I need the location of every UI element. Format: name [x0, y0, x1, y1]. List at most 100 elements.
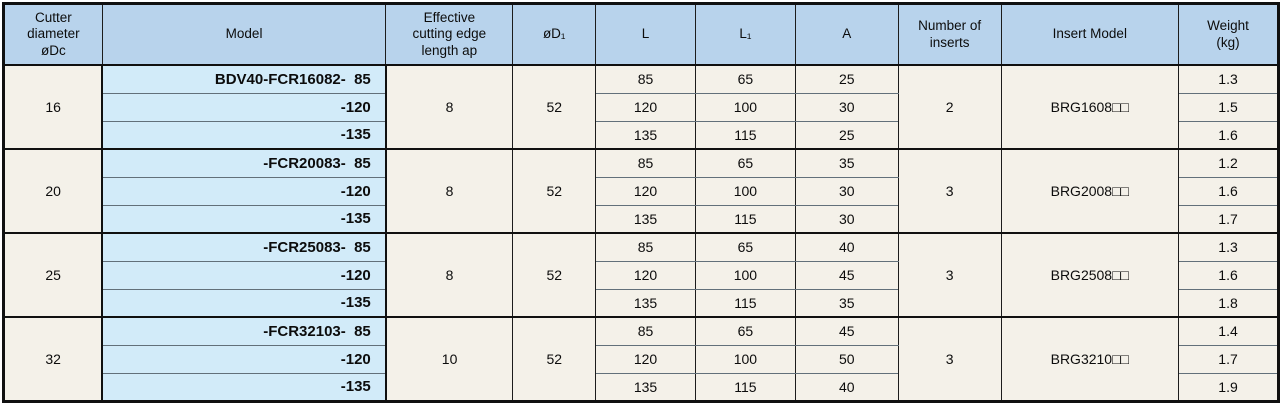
- col-header-cutter-diameter-label: Cutter diameter øDc: [27, 9, 80, 58]
- a-cell: 25: [794, 64, 899, 94]
- d1-cell: 52: [512, 232, 597, 318]
- table-row: 16 BDV40-FCR16082- 85 8 52 85 65 25 2 BR…: [3, 64, 1279, 150]
- col-header-a: A: [794, 3, 899, 66]
- l1-cell: 100: [694, 176, 796, 206]
- l-cell: 120: [595, 176, 696, 206]
- dc-cell: 25: [3, 232, 103, 318]
- model-cell: -135: [101, 372, 387, 402]
- weight-cell: 1.6: [1178, 120, 1279, 150]
- col-header-effective-cutting-edge: Effective cutting edge length ap: [385, 3, 514, 66]
- ap-cell: 8: [385, 148, 514, 234]
- col-header-l: L: [595, 3, 696, 66]
- a-cell: 35: [794, 288, 899, 318]
- a-cell: 25: [794, 120, 899, 150]
- model-cell: BDV40-FCR16082- 85: [101, 64, 387, 94]
- l-cell: 85: [595, 316, 696, 346]
- col-header-weight-label: Weight (kg): [1207, 18, 1249, 50]
- col-header-cutter-diameter: Cutter diameter øDc: [3, 3, 103, 66]
- a-cell: 30: [794, 176, 899, 206]
- insert-model-cell: BRG2008□□: [1000, 148, 1180, 234]
- ap-cell: 8: [385, 64, 514, 150]
- d1-cell: 52: [512, 316, 597, 402]
- l1-cell: 65: [694, 232, 796, 262]
- l-cell: 135: [595, 120, 696, 150]
- col-header-effective-cutting-edge-label: Effective cutting edge length ap: [412, 9, 487, 58]
- l1-cell: 65: [694, 64, 796, 94]
- weight-cell: 1.3: [1178, 64, 1279, 94]
- inserts-cell: 3: [897, 316, 1002, 402]
- a-cell: 35: [794, 148, 899, 178]
- table-row: 20 -FCR20083- 85 8 52 85 65 35 3 BRG2008…: [3, 148, 1279, 234]
- l-cell: 85: [595, 64, 696, 94]
- inserts-cell: 2: [897, 64, 1002, 150]
- a-cell: 40: [794, 232, 899, 262]
- col-header-weight: Weight (kg): [1178, 3, 1279, 66]
- col-header-insert-model-label: Insert Model: [1052, 26, 1127, 42]
- col-header-model: Model: [101, 3, 387, 66]
- model-cell: -135: [101, 120, 387, 150]
- table-row: -135 135 115 25 1.6: [4, 120, 1279, 150]
- table-row: -135 135 115 30 1.7: [4, 204, 1279, 234]
- model-cell: -FCR20083- 85: [101, 148, 387, 178]
- model-cell: -135: [101, 288, 387, 318]
- inserts-cell: 3: [897, 148, 1002, 234]
- col-header-l1: L₁: [694, 3, 796, 66]
- l1-cell: 100: [694, 260, 796, 290]
- a-cell: 40: [794, 372, 899, 402]
- l-cell: 85: [595, 148, 696, 178]
- dc-cell: 20: [3, 148, 103, 234]
- l-cell: 120: [595, 260, 696, 290]
- l1-cell: 65: [694, 148, 796, 178]
- ap-cell: 10: [385, 316, 514, 402]
- a-cell: 30: [794, 92, 899, 122]
- col-header-number-of-inserts-label: Number of inserts: [918, 18, 982, 50]
- model-cell: -FCR32103- 85: [101, 316, 387, 346]
- inserts-cell: 3: [897, 232, 1002, 318]
- dc-cell: 16: [3, 64, 103, 150]
- col-header-l-label: L: [641, 26, 650, 42]
- d1-cell: 52: [512, 148, 597, 234]
- col-header-d1: øD₁: [512, 3, 597, 66]
- l1-cell: 100: [694, 92, 796, 122]
- table-row: -135 135 115 35 1.8: [4, 288, 1279, 318]
- table-row: 32 -FCR32103- 85 10 52 85 65 45 3 BRG321…: [3, 316, 1279, 402]
- l-cell: 135: [595, 372, 696, 402]
- weight-cell: 1.5: [1178, 92, 1279, 122]
- weight-cell: 1.7: [1178, 344, 1279, 374]
- col-header-a-label: A: [842, 26, 852, 42]
- weight-cell: 1.3: [1178, 232, 1279, 262]
- l-cell: 135: [595, 288, 696, 318]
- col-header-number-of-inserts: Number of inserts: [897, 3, 1002, 66]
- weight-cell: 1.8: [1178, 288, 1279, 318]
- model-cell: -120: [101, 176, 387, 206]
- weight-cell: 1.6: [1178, 260, 1279, 290]
- dc-cell: 32: [3, 316, 103, 402]
- l1-cell: 100: [694, 344, 796, 374]
- l1-cell: 65: [694, 316, 796, 346]
- insert-model-cell: BRG1608□□: [1000, 64, 1180, 150]
- table-row: -120 120 100 45 1.6: [4, 260, 1279, 290]
- table-header-row: Cutter diameter øDc Model Effective cutt…: [3, 3, 1279, 66]
- a-cell: 50: [794, 344, 899, 374]
- table-row: 25 -FCR25083- 85 8 52 85 65 40 3 BRG2508…: [3, 232, 1279, 318]
- a-cell: 30: [794, 204, 899, 234]
- model-cell: -120: [101, 344, 387, 374]
- weight-cell: 1.4: [1178, 316, 1279, 346]
- weight-cell: 1.6: [1178, 176, 1279, 206]
- model-cell: -FCR25083- 85: [101, 232, 387, 262]
- l1-cell: 115: [694, 204, 796, 234]
- weight-cell: 1.9: [1178, 372, 1279, 402]
- a-cell: 45: [794, 316, 899, 346]
- a-cell: 45: [794, 260, 899, 290]
- col-header-l1-label: L₁: [739, 26, 752, 42]
- model-cell: -135: [101, 204, 387, 234]
- weight-cell: 1.2: [1178, 148, 1279, 178]
- insert-model-cell: BRG2508□□: [1000, 232, 1180, 318]
- model-cell: -120: [101, 260, 387, 290]
- l1-cell: 115: [694, 288, 796, 318]
- table-row: -120 120 100 30 1.6: [4, 176, 1279, 206]
- insert-model-cell: BRG3210□□: [1000, 316, 1180, 402]
- weight-cell: 1.7: [1178, 204, 1279, 234]
